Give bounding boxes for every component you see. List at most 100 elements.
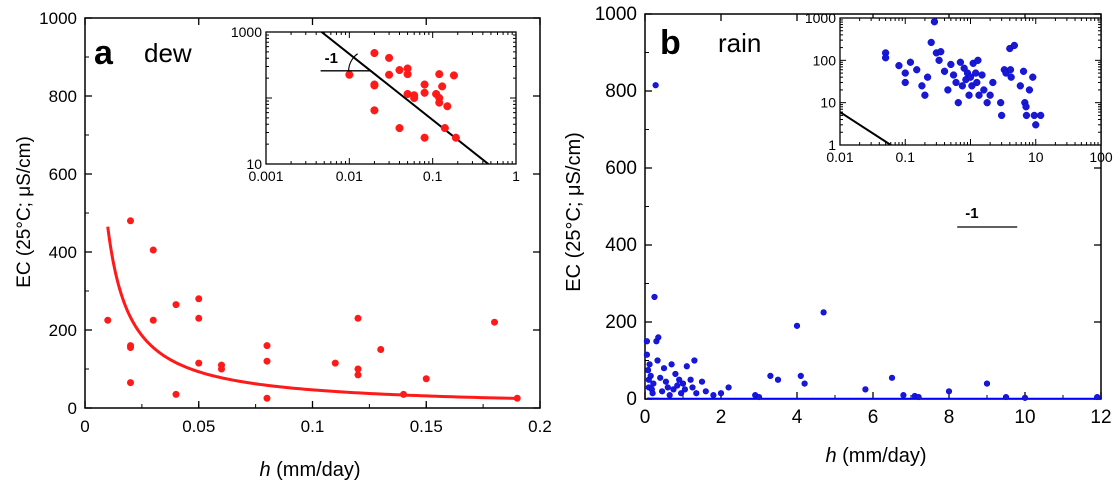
data-point — [793, 322, 801, 329]
panel-a-plot: 0 0.05 0.1 0.15 0.2 0 200 400 600 800 1000 — [39, 9, 552, 436]
inset-data-point — [901, 78, 909, 87]
data-point — [149, 246, 157, 254]
data-point — [900, 392, 907, 399]
data-point — [263, 357, 271, 365]
x-tick-label: 6 — [868, 407, 879, 428]
panel-a-ylabel: EC (25°C; μS/cm) — [14, 136, 35, 288]
x-tick-label: 0.05 — [182, 417, 215, 436]
data-point — [422, 375, 430, 383]
inset-x-tick-label: 1 — [512, 168, 520, 184]
inset-data-point — [1010, 41, 1019, 50]
data-point — [767, 372, 774, 380]
inset-data-point — [370, 106, 379, 115]
data-point — [679, 380, 687, 387]
inset-data-point — [906, 58, 915, 66]
data-point — [693, 390, 700, 397]
data-point — [710, 392, 717, 399]
data-point — [670, 386, 677, 393]
data-point — [698, 378, 706, 385]
inset-b-fit-line — [840, 111, 893, 145]
x-tick-label: 8 — [944, 407, 955, 428]
inset-data-point — [440, 124, 449, 133]
data-point — [331, 359, 339, 367]
data-point — [172, 390, 180, 398]
inset-data-point — [449, 71, 458, 80]
data-point — [1094, 393, 1101, 401]
x-tick-label: 4 — [792, 407, 803, 428]
inset-data-point — [954, 99, 962, 107]
inset-data-point — [973, 78, 981, 87]
inset-data-point — [980, 86, 988, 94]
inset-data-point — [949, 71, 958, 79]
data-point — [646, 361, 653, 368]
inset-data-point — [370, 81, 379, 90]
inset-slope-label: -1 — [965, 205, 978, 222]
data-point — [643, 351, 651, 358]
inset-x-tick-label: 0.1 — [896, 149, 916, 165]
inset-data-point — [947, 60, 955, 69]
inset-data-point — [986, 91, 994, 99]
inset-y-tick-label: 10 — [820, 95, 836, 111]
data-point — [664, 384, 671, 391]
data-point — [354, 365, 362, 373]
panel-b-xlabel: h (mm/day) — [825, 445, 926, 467]
inset-data-point — [403, 89, 412, 99]
inset-x-tick-label: 0.1 — [423, 168, 443, 184]
inset-data-point — [978, 71, 986, 79]
y-tick-label: 0 — [626, 389, 637, 410]
data-point — [755, 393, 763, 401]
panel-b-ylabel: EC (25°C; μS/cm) — [563, 132, 585, 292]
inset-data-point — [940, 67, 949, 75]
x-tick-label: 0 — [80, 417, 89, 436]
x-tick-label: 0.1 — [301, 417, 325, 436]
data-point — [820, 309, 827, 316]
inset-data-point — [410, 93, 419, 103]
inset-data-point — [438, 82, 447, 91]
inset-data-point — [997, 111, 1006, 120]
inset-slope-arc — [348, 53, 358, 71]
inset-data-point — [895, 61, 903, 70]
data-point — [676, 376, 683, 383]
inset-data-point — [395, 66, 404, 75]
data-point — [681, 386, 689, 393]
inset-data-point — [913, 66, 921, 74]
inset-data-point — [1022, 103, 1030, 111]
panel-b-xlabel-italic: h — [825, 445, 836, 467]
inset-data-point — [972, 69, 980, 77]
data-point — [862, 386, 869, 393]
panel-a-label: dew — [144, 38, 192, 68]
inset-data-point — [965, 91, 973, 99]
inset-data-point — [1025, 86, 1034, 94]
inset-y-tick-label: 1 — [828, 137, 836, 153]
inset-data-point — [927, 38, 935, 47]
inset-data-point — [983, 99, 991, 107]
inset-data-point — [1007, 73, 1015, 81]
data-point — [657, 374, 664, 381]
data-point — [658, 388, 666, 395]
panel-b-label: rain — [718, 28, 761, 58]
data-point — [683, 363, 690, 370]
inset-data-point — [370, 48, 379, 58]
data-point — [1021, 394, 1029, 401]
inset-data-point — [395, 124, 404, 133]
inset-b-frame — [839, 17, 1102, 146]
data-point — [490, 318, 498, 326]
inset-data-point — [435, 70, 444, 79]
inset-data-point — [420, 80, 429, 89]
data-point — [399, 390, 407, 398]
data-point — [702, 388, 709, 395]
panel-a-inset: 0.001 0.01 0.1 1 10 1000 -1 — [231, 24, 520, 184]
data-point — [654, 357, 661, 364]
panel-b-xlabel-rest: (mm/day) — [837, 445, 927, 467]
panel-a: EC (25°C; μS/cm) 0 0.05 0.1 0.15 0.2 0 200 400 6… — [14, 9, 552, 480]
data-point — [195, 295, 203, 303]
panel-a-fit-curve — [106, 226, 518, 400]
data-point — [354, 314, 362, 322]
inset-y-tick-label: 1000 — [805, 10, 836, 26]
inset-data-point — [1019, 67, 1028, 75]
inset-data-point — [952, 78, 960, 87]
y-tick-label: 800 — [49, 87, 77, 106]
data-point — [172, 301, 180, 309]
data-point — [650, 380, 657, 387]
x-tick-label: 0 — [640, 407, 651, 428]
